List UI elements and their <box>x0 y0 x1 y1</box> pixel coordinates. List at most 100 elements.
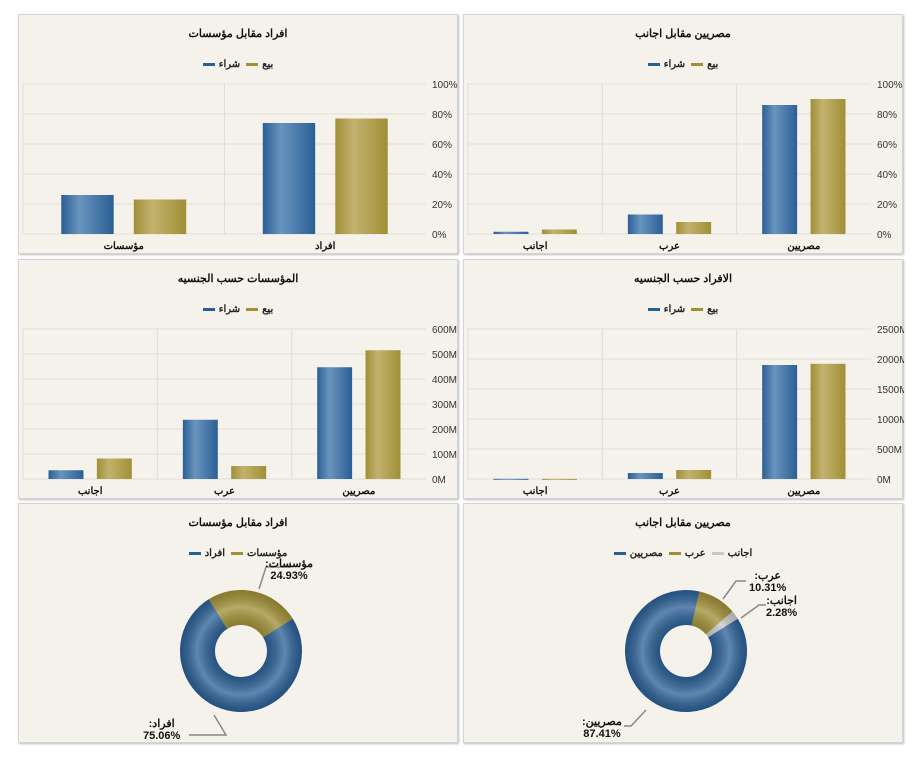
pie-label-percent: 2.28% <box>766 607 798 619</box>
x-category-label: اجانب <box>78 486 103 497</box>
x-category-label: عرب <box>214 486 235 497</box>
bar-sell[interactable] <box>365 350 401 479</box>
y-tick-label: 20% <box>877 200 897 211</box>
y-tick-label: 100M <box>432 450 457 461</box>
pie-label-percent: 24.93% <box>270 570 308 582</box>
legend-label: شراء <box>663 304 686 315</box>
bar-buy[interactable] <box>61 195 114 234</box>
legend-swatch-buy <box>647 308 660 311</box>
bar-buy[interactable] <box>762 365 798 479</box>
legend-item-sell: بيع <box>691 304 718 315</box>
y-tick-label: 0M <box>432 475 446 486</box>
chart-legend: بيع شراء <box>19 59 457 70</box>
bar-buy[interactable] <box>182 419 218 479</box>
bar-sell[interactable] <box>133 199 187 235</box>
x-category-label: مؤسسات <box>104 241 144 252</box>
chart-legend: بيع شراء <box>19 304 457 315</box>
x-category-label: عرب <box>659 486 680 497</box>
y-tick-label: 1500M <box>877 385 904 396</box>
pie-label-individuals: افراد: 75.06% <box>143 718 180 742</box>
bar-buy[interactable] <box>493 478 529 480</box>
legend-label: اجانب <box>727 548 753 559</box>
y-tick-label: 1000M <box>877 415 904 426</box>
legend-label: بيع <box>707 59 719 70</box>
y-tick-label: 60% <box>877 140 897 151</box>
y-tick-label: 0% <box>432 230 447 241</box>
legend-swatch-foreigners <box>711 552 724 555</box>
bar-buy[interactable] <box>627 214 663 235</box>
legend-label: بيع <box>707 304 719 315</box>
leader-line <box>722 580 746 600</box>
x-category-label: اجانب <box>523 241 548 252</box>
legend-swatch-buy <box>202 63 215 66</box>
x-category-label: مصريين <box>787 486 820 497</box>
legend-label: بيع <box>262 59 274 70</box>
chart-title: الافراد حسب الجنسيه <box>634 273 732 285</box>
pie-label-foreigners: اجانب: 2.28% <box>766 595 797 619</box>
y-tick-label: 40% <box>877 170 897 181</box>
legend-item-sell: بيع <box>246 304 273 315</box>
chart-legend: اجانب عرب مصريين <box>464 548 902 559</box>
pie-panel-egyptians-vs-foreigners: مصريين مقابل اجانب اجانب عرب مصريين مصريين: 8… <box>463 503 903 743</box>
leader-line <box>624 709 647 727</box>
legend-label: مصريين <box>629 548 663 559</box>
legend-label: شراء <box>218 304 241 315</box>
legend-swatch-sell <box>691 308 704 311</box>
legend-swatch-institutions <box>231 552 244 555</box>
pie-label-percent: 87.41% <box>583 728 621 740</box>
bar-buy[interactable] <box>48 470 84 479</box>
y-tick-label: 400M <box>432 375 457 386</box>
legend-swatch-sell <box>691 63 704 66</box>
legend-item-buy: شراء <box>202 304 241 315</box>
pie-slice-shading <box>208 590 293 638</box>
pie-label-arabs: عرب: 10.31% <box>749 570 786 594</box>
bar-buy[interactable] <box>262 123 316 234</box>
pie-label-percent: 75.06% <box>143 730 181 742</box>
y-tick-label: 0M <box>877 475 891 486</box>
pie-slice-shading <box>624 590 747 712</box>
y-tick-label: 200M <box>432 425 457 436</box>
legend-label: عرب <box>684 548 706 559</box>
leader-line <box>189 714 228 736</box>
y-tick-label: 100% <box>877 80 903 91</box>
bar-buy[interactable] <box>317 367 353 479</box>
bar-sell[interactable] <box>810 99 846 234</box>
legend-item-sell: بيع <box>691 59 718 70</box>
chart-svg <box>179 566 302 736</box>
y-tick-label: 2000M <box>877 355 904 366</box>
pie-label-egyptians: مصريين: 87.41% <box>582 716 622 740</box>
legend-label: بيع <box>262 304 274 315</box>
legend-label: مؤسسات <box>247 548 288 559</box>
legend-swatch-sell <box>246 63 259 66</box>
bar-sell[interactable] <box>810 363 846 479</box>
pie-label-name: افراد: <box>148 718 175 730</box>
legend-item-buy: شراء <box>647 59 686 70</box>
bar-sell[interactable] <box>335 118 388 235</box>
bar-sell[interactable] <box>541 478 577 480</box>
y-tick-label: 80% <box>432 110 452 121</box>
legend-label: افراد <box>204 548 226 559</box>
legend-item-buy: شراء <box>202 59 240 70</box>
legend-item-individuals: افراد <box>188 548 226 559</box>
y-tick-label: 500M <box>877 445 902 456</box>
legend-label: شراء <box>663 59 686 70</box>
bar-sell[interactable] <box>96 458 132 480</box>
chart-legend: بيع شراء <box>464 59 902 70</box>
legend-item-institutions: مؤسسات <box>231 548 287 559</box>
bar-sell[interactable] <box>541 229 577 235</box>
bar-buy[interactable] <box>493 231 529 234</box>
legend-item-foreigners: اجانب <box>711 548 753 559</box>
legend-swatch-sell <box>246 308 259 311</box>
chart-svg: 0M 500M 1000M 1500M 2000M 2500M اجانب عرب مصريين <box>467 325 904 497</box>
bar-buy[interactable] <box>762 105 798 234</box>
chart-panel-institutions-by-nationality: المؤسسات حسب الجنسيه بيع شراء 0M 100M 200M 300… <box>18 259 458 499</box>
y-tick-label: 100% <box>432 80 458 91</box>
bar-sell[interactable] <box>676 470 712 479</box>
y-tick-label: 0% <box>877 230 892 241</box>
y-tick-label: 40% <box>432 170 452 181</box>
chart-title: مصريين مقابل اجانب <box>635 517 731 529</box>
bar-sell[interactable] <box>676 222 712 234</box>
bar-sell[interactable] <box>231 466 267 479</box>
bar-buy[interactable] <box>627 473 663 479</box>
legend-item-egyptians: مصريين <box>613 548 663 559</box>
